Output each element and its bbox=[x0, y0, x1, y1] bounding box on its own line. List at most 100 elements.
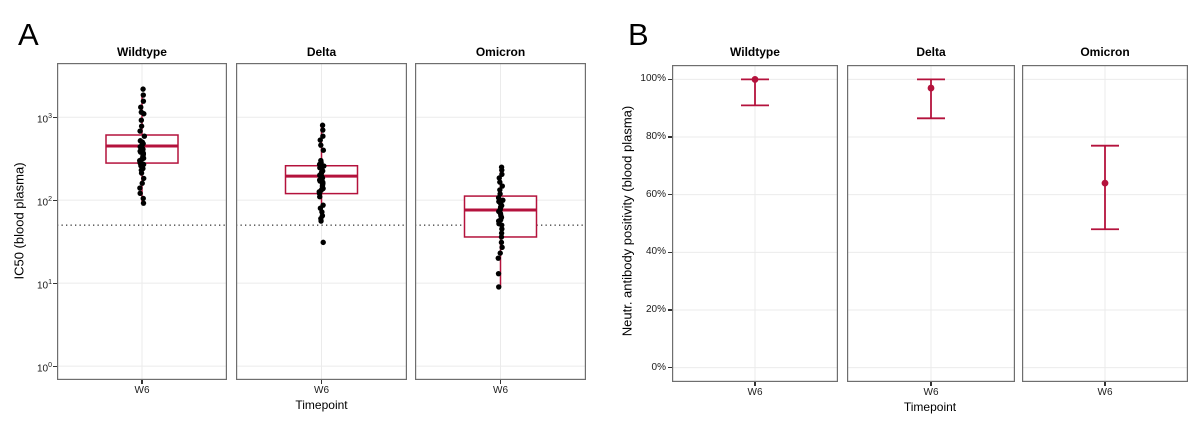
data-point bbox=[141, 175, 147, 182]
data-point bbox=[496, 175, 502, 181]
panel-border bbox=[847, 65, 1015, 382]
panel-a-label: A bbox=[18, 17, 39, 52]
data-point bbox=[317, 137, 323, 143]
data-point bbox=[320, 239, 326, 246]
x-tick-mark bbox=[499, 380, 502, 384]
data-point bbox=[138, 117, 145, 123]
data-point bbox=[499, 226, 505, 232]
data-point bbox=[140, 200, 147, 206]
data-point bbox=[138, 104, 144, 110]
x-tick-label-omicron-b: W6 bbox=[1097, 387, 1113, 398]
y-tick-mark bbox=[668, 194, 672, 196]
x-tick-label-delta-b: W6 bbox=[923, 387, 939, 398]
data-point bbox=[320, 147, 327, 153]
x-tick-mark bbox=[754, 382, 756, 386]
data-point bbox=[499, 167, 505, 173]
panel-border bbox=[1022, 65, 1188, 382]
y-tick-mark bbox=[668, 309, 672, 311]
facet-plot-omicron-a bbox=[415, 63, 586, 380]
y-tick-mark bbox=[668, 136, 672, 138]
data-point bbox=[498, 230, 505, 236]
data-point bbox=[138, 170, 145, 176]
facet-title-delta-b: Delta bbox=[916, 45, 946, 59]
data-point bbox=[141, 111, 147, 117]
y-axis-title-a: IC50 (blood plasma) bbox=[11, 162, 27, 280]
data-point bbox=[495, 195, 502, 201]
data-point bbox=[320, 127, 326, 133]
facet-title-delta-a: Delta bbox=[306, 45, 337, 59]
data-point bbox=[320, 133, 326, 139]
x-tick-label-omicron-a: W6 bbox=[493, 385, 508, 396]
y-tick-label: 40% bbox=[645, 246, 666, 258]
data-point bbox=[137, 190, 143, 196]
panel-border bbox=[57, 63, 227, 380]
y-tick-mark bbox=[53, 282, 57, 284]
y-tick-label: 0% bbox=[651, 361, 666, 373]
data-point bbox=[499, 244, 505, 251]
data-point bbox=[498, 234, 505, 240]
estimate-point bbox=[1101, 179, 1109, 187]
x-axis-title-a: Timepoint bbox=[295, 398, 348, 412]
facet-title-omicron-a: Omicron bbox=[475, 45, 526, 59]
y-tick-mark bbox=[668, 366, 672, 369]
x-tick-mark bbox=[1104, 382, 1106, 386]
data-point bbox=[498, 239, 505, 246]
x-tick-mark bbox=[320, 380, 323, 384]
data-point bbox=[140, 92, 146, 98]
data-point bbox=[140, 86, 146, 92]
y-tick-label: 100 bbox=[36, 362, 52, 375]
data-point bbox=[496, 284, 502, 290]
y-tick-label: 101 bbox=[36, 279, 52, 292]
data-point bbox=[137, 128, 143, 134]
data-point bbox=[140, 195, 146, 202]
x-tick-label-wildtype-a: W6 bbox=[134, 385, 150, 396]
data-point bbox=[497, 179, 503, 185]
y-tick-mark bbox=[668, 251, 672, 253]
data-point bbox=[140, 98, 147, 104]
panel-border bbox=[672, 65, 838, 382]
estimate-point bbox=[751, 76, 759, 83]
y-tick-mark bbox=[668, 78, 672, 80]
x-tick-label-wildtype-b: W6 bbox=[747, 387, 763, 398]
y-tick-mark bbox=[53, 365, 57, 367]
y-tick-label: 102 bbox=[36, 196, 52, 209]
data-point bbox=[137, 185, 143, 191]
facet-plot-wildtype-b bbox=[672, 65, 838, 382]
data-point bbox=[141, 133, 148, 139]
facet-title-wildtype-b: Wildtype bbox=[730, 45, 780, 59]
facet-plot-delta-b bbox=[847, 65, 1015, 382]
data-point bbox=[499, 222, 505, 228]
data-point bbox=[497, 187, 503, 193]
y-tick-mark bbox=[53, 199, 57, 201]
facet-title-wildtype-a: Wildtype bbox=[117, 45, 167, 59]
data-point bbox=[499, 183, 506, 189]
panel-border bbox=[236, 63, 407, 380]
data-point bbox=[318, 218, 324, 224]
x-tick-mark bbox=[930, 382, 932, 386]
data-point bbox=[139, 180, 145, 186]
y-tick-mark bbox=[53, 116, 57, 118]
panel-b-label: B bbox=[628, 17, 649, 52]
data-point bbox=[319, 122, 326, 128]
x-tick-mark bbox=[141, 380, 143, 384]
data-point bbox=[138, 123, 145, 129]
x-tick-label-delta-a: W6 bbox=[314, 385, 329, 396]
x-axis-title-b: Timepoint bbox=[903, 400, 957, 414]
facet-plot-wildtype-a bbox=[57, 63, 227, 380]
data-point bbox=[495, 270, 502, 277]
facet-title-omicron-b: Omicron bbox=[1080, 45, 1130, 59]
y-tick-label: 60% bbox=[645, 188, 666, 200]
estimate-point bbox=[927, 84, 935, 92]
y-tick-label: 20% bbox=[645, 303, 666, 315]
y-tick-label: 100% bbox=[640, 73, 666, 85]
data-point bbox=[495, 255, 501, 261]
y-tick-label: 103 bbox=[36, 113, 52, 126]
facet-plot-omicron-b bbox=[1022, 65, 1188, 382]
y-tick-label: 80% bbox=[645, 131, 666, 143]
facet-plot-delta-a bbox=[236, 63, 407, 380]
data-point bbox=[318, 142, 324, 148]
panel-border bbox=[415, 63, 586, 380]
data-point bbox=[497, 250, 503, 256]
data-point bbox=[317, 194, 323, 200]
